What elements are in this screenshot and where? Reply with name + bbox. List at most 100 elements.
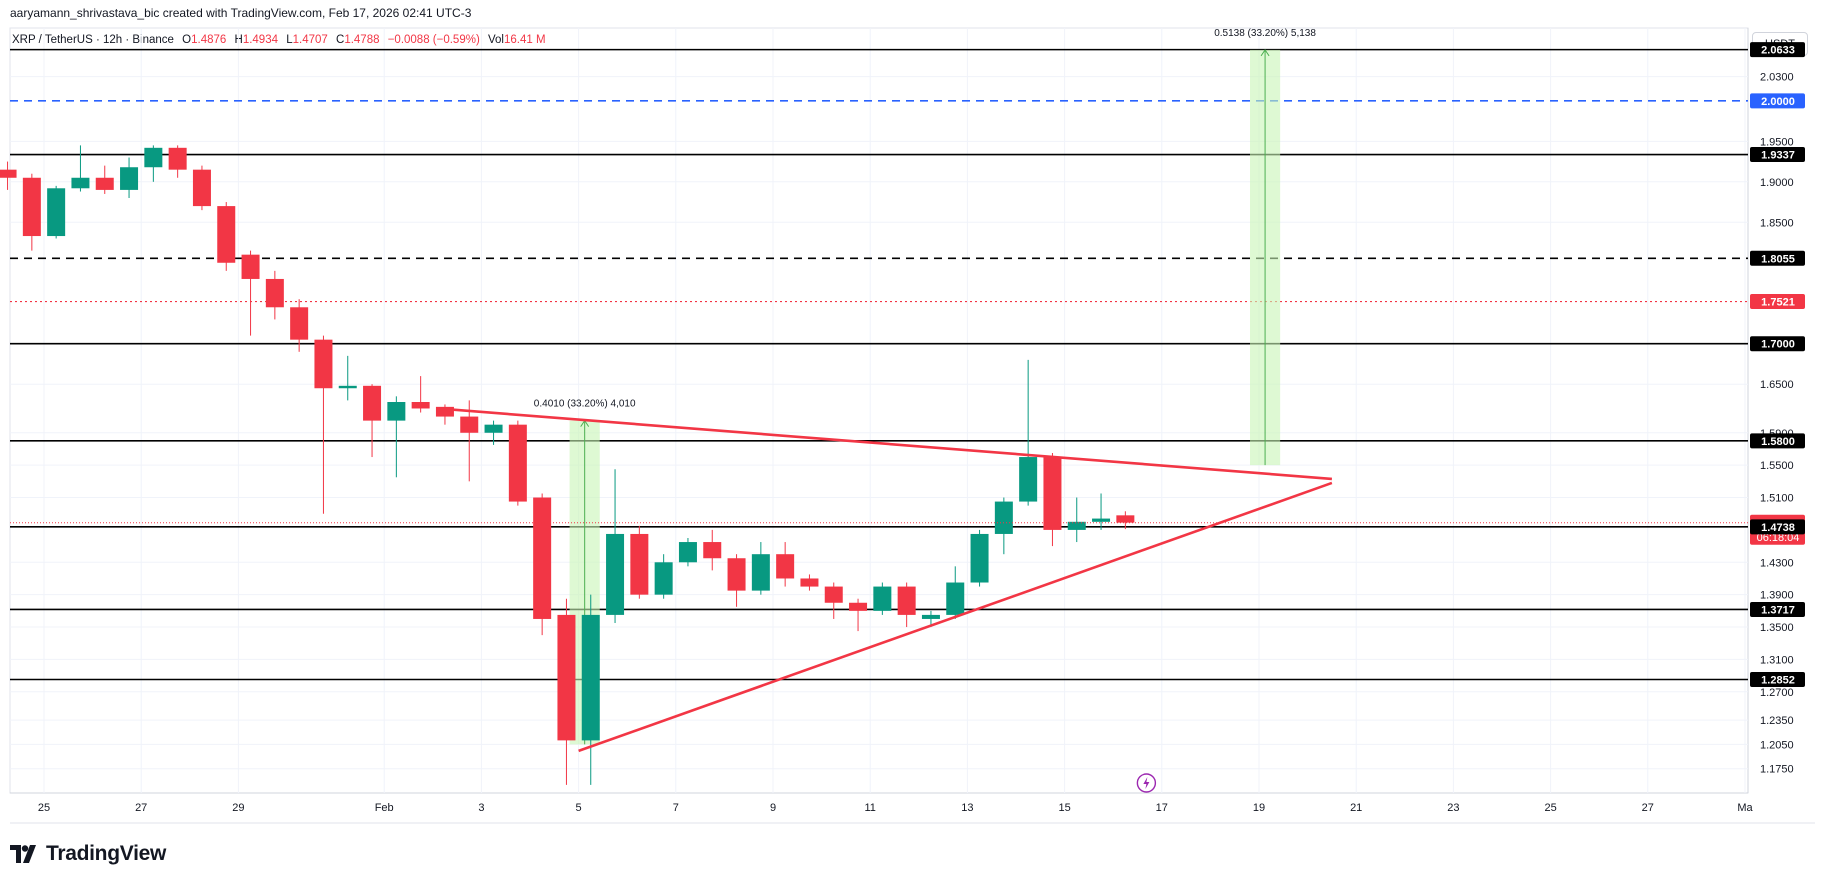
candle-down bbox=[727, 554, 746, 607]
level-price-label: 1.4738 bbox=[1761, 522, 1795, 534]
candle-body bbox=[873, 586, 892, 611]
level-price-label-bg bbox=[1750, 601, 1805, 617]
candle-body bbox=[824, 586, 843, 603]
level-price-label-bg bbox=[1750, 250, 1805, 266]
candle-body bbox=[606, 533, 625, 615]
volume-label: Vol bbox=[487, 34, 504, 46]
high-value: 1.4934 bbox=[242, 34, 278, 46]
candle-down bbox=[217, 202, 236, 271]
candle-down bbox=[265, 270, 284, 320]
candle-down bbox=[557, 598, 576, 785]
candle-up bbox=[71, 145, 90, 192]
candle-down bbox=[0, 161, 17, 190]
tradingview-logo[interactable]: TradingView bbox=[10, 842, 166, 866]
candle-body bbox=[168, 147, 187, 170]
x-tick-label: 13 bbox=[961, 802, 973, 814]
candle-up bbox=[1019, 359, 1038, 506]
chart-attribution: aaryamann_shrivastava_bic created with T… bbox=[10, 6, 472, 20]
candle-body bbox=[1019, 457, 1038, 502]
level-price-label: 1.2852 bbox=[1761, 675, 1795, 687]
candle-down bbox=[849, 598, 868, 632]
candle-body bbox=[727, 558, 746, 591]
y-tick-label: 1.6500 bbox=[1760, 379, 1794, 391]
candle-up bbox=[606, 469, 625, 623]
low-value: 1.4707 bbox=[292, 34, 328, 46]
candle-body bbox=[192, 169, 211, 207]
x-tick-label: 19 bbox=[1253, 802, 1265, 814]
candle-up bbox=[946, 566, 965, 619]
level-price-label-bg bbox=[1750, 93, 1805, 109]
candle-body bbox=[95, 177, 114, 190]
y-tick-label: 1.2700 bbox=[1760, 687, 1794, 699]
y-tick-label: 1.5100 bbox=[1760, 493, 1794, 505]
candle-body bbox=[460, 416, 479, 433]
x-tick-label: 3 bbox=[478, 802, 484, 814]
candle-body bbox=[241, 254, 260, 279]
candle-body bbox=[1116, 515, 1135, 523]
candle-down bbox=[776, 542, 795, 587]
x-tick-label: 25 bbox=[1544, 802, 1556, 814]
candle-down bbox=[508, 420, 527, 506]
level-price-label: 1.5800 bbox=[1761, 436, 1795, 448]
candle-up bbox=[654, 554, 673, 599]
level-price-label: 1.7000 bbox=[1761, 339, 1795, 351]
x-tick-label: 9 bbox=[770, 802, 776, 814]
candle-body bbox=[71, 177, 90, 189]
candle-body bbox=[557, 614, 576, 741]
candle-down bbox=[630, 525, 649, 599]
y-tick-label: 2.0300 bbox=[1760, 72, 1794, 84]
candle-body bbox=[1092, 518, 1111, 522]
measure-arrow-head bbox=[1260, 48, 1270, 57]
x-tick-label: 27 bbox=[1642, 802, 1654, 814]
plot-frame bbox=[9, 27, 1749, 794]
candle-up bbox=[120, 157, 139, 198]
level-price-label-bg bbox=[1750, 519, 1805, 535]
candle-body bbox=[921, 614, 940, 619]
candle-down bbox=[824, 582, 843, 619]
lightning-icon-bolt bbox=[1143, 777, 1150, 789]
candle-down bbox=[1116, 511, 1135, 530]
candle-up bbox=[873, 582, 892, 615]
close-label: C bbox=[336, 34, 345, 46]
open-value: 1.4876 bbox=[191, 34, 227, 46]
candle-body bbox=[533, 497, 552, 619]
candle-up bbox=[678, 538, 697, 567]
candle-up bbox=[1092, 493, 1111, 530]
candle-up bbox=[484, 420, 503, 445]
x-tick-label: 25 bbox=[38, 802, 50, 814]
level-price-label-bg bbox=[1750, 294, 1805, 310]
measure-label: 0.5138 (33.20%) 5,138 bbox=[1214, 28, 1316, 39]
candle-down bbox=[168, 145, 187, 178]
candle-down bbox=[703, 529, 722, 571]
x-tick-label: 7 bbox=[673, 802, 679, 814]
x-tick-label: 5 bbox=[576, 802, 582, 814]
trend-line bbox=[578, 481, 1333, 753]
y-tick-label: 1.4300 bbox=[1760, 557, 1794, 569]
symbol-info[interactable]: XRP / TetherUS · 12h · Binance bbox=[12, 34, 174, 46]
candle-body bbox=[0, 169, 17, 178]
candle-up bbox=[994, 497, 1013, 555]
y-tick-label: 1.9000 bbox=[1760, 177, 1794, 189]
x-tick-label: 11 bbox=[864, 802, 875, 814]
candle-up bbox=[144, 145, 163, 182]
x-tick-label: Feb bbox=[375, 802, 394, 814]
candle-body bbox=[703, 542, 722, 559]
x-tick-label: 17 bbox=[1156, 802, 1168, 814]
candle-body bbox=[776, 554, 795, 579]
volume-value: 16.41 M bbox=[503, 34, 546, 46]
candle-body bbox=[678, 542, 697, 563]
candle-down bbox=[411, 376, 430, 413]
candle-down bbox=[290, 299, 309, 352]
y-tick-label: 1.1750 bbox=[1760, 764, 1794, 776]
candle-down bbox=[533, 493, 552, 636]
candle-down bbox=[363, 384, 382, 458]
candle-body bbox=[484, 424, 503, 433]
candle-up bbox=[1067, 497, 1086, 543]
close-value: 1.4788 bbox=[344, 34, 380, 46]
x-tick-label: Ma bbox=[1737, 802, 1753, 814]
candle-body bbox=[314, 339, 333, 389]
candle-body bbox=[994, 501, 1013, 534]
level-price-label: 1.8055 bbox=[1761, 253, 1795, 265]
candle-body bbox=[581, 614, 600, 741]
